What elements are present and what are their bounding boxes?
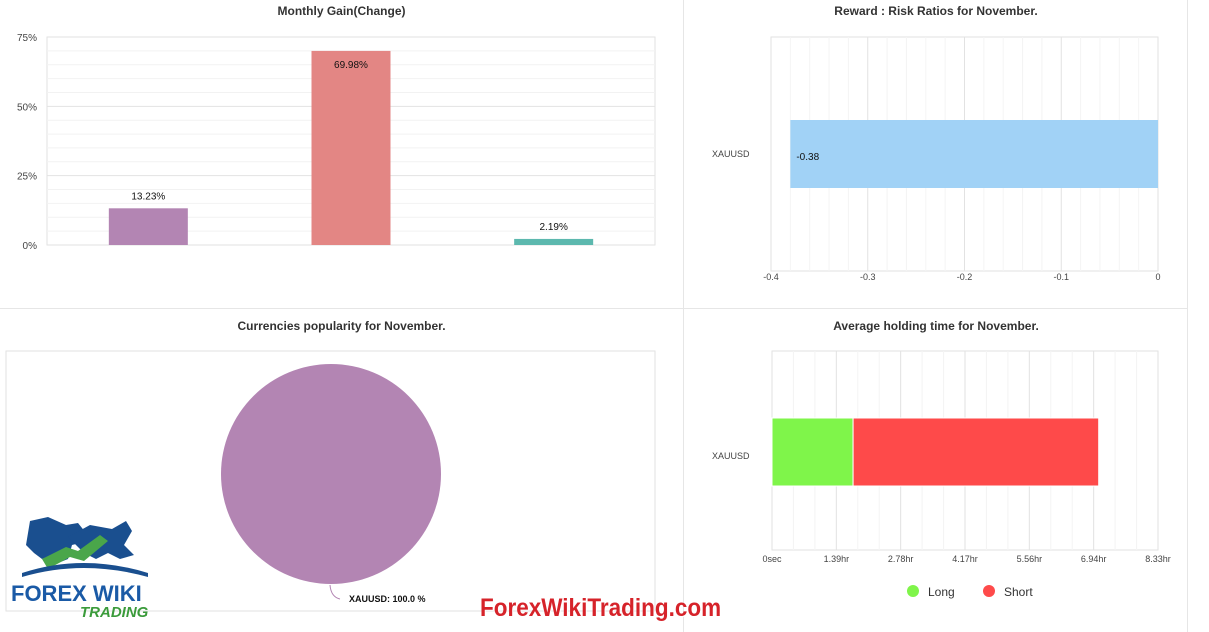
y-tick-label: 25% bbox=[17, 172, 37, 183]
chart-title: Average holding time for November. bbox=[833, 319, 1039, 333]
chart-title: Monthly Gain(Change) bbox=[277, 4, 406, 18]
x-tick-label: 0 bbox=[1155, 272, 1160, 282]
currencies-panel: Currencies popularity for November. XAUU… bbox=[0, 309, 683, 632]
watermark-text: ForexWikiTrading.com bbox=[480, 594, 722, 622]
data-label: 2.19% bbox=[539, 222, 567, 233]
reward-risk-chart: -0.4 -0.3 -0.2 -0.1 0 XAUUSD -0.38 bbox=[712, 36, 1161, 282]
legend-marker bbox=[907, 585, 919, 597]
bar-short bbox=[852, 417, 1100, 487]
legend-label: Short bbox=[1004, 585, 1033, 599]
bar bbox=[790, 120, 1158, 188]
currencies-pie-chart: XAUUSD: 100.0 % bbox=[5, 350, 656, 612]
bull-bear-logo-icon bbox=[22, 517, 148, 577]
slice-label: XAUUSD: 100.0 % bbox=[349, 594, 426, 604]
vertical-divider bbox=[683, 0, 684, 632]
data-label: 13.23% bbox=[131, 191, 165, 202]
data-label: -0.38 bbox=[796, 152, 819, 163]
x-tick-label: -0.4 bbox=[763, 272, 779, 282]
x-tick-label: -0.3 bbox=[860, 272, 876, 282]
holding-time-panel: Average holding time for November. 0sec 1… bbox=[684, 309, 1188, 632]
bar bbox=[514, 238, 594, 245]
x-tick-label: 4.17hr bbox=[952, 554, 978, 564]
leader-line bbox=[329, 584, 341, 600]
bar-long bbox=[771, 417, 854, 487]
monthly-gain-panel: Monthly Gain(Change) 0% 25% 50% 75% 13.23% 69… bbox=[0, 0, 683, 308]
legend-label: Long bbox=[928, 585, 955, 599]
x-tick-label: 8.33hr bbox=[1145, 554, 1171, 564]
y-tick-label: 50% bbox=[17, 102, 37, 113]
monthly-gain-chart: 0% 25% 50% 75% 13.23% 69.98% 2.19% bbox=[17, 33, 656, 252]
forex-wiki-logo: FOREX WIKI TRADING bbox=[8, 515, 158, 625]
bar bbox=[108, 208, 188, 245]
x-tick-label: 1.39hr bbox=[824, 554, 850, 564]
chart-title: Reward : Risk Ratios for November. bbox=[834, 4, 1038, 18]
bar bbox=[311, 50, 391, 245]
x-tick-label: 0sec bbox=[762, 554, 782, 564]
category-label: XAUUSD bbox=[712, 149, 750, 159]
x-tick-label: -0.1 bbox=[1053, 272, 1069, 282]
pie-slice bbox=[221, 364, 441, 584]
x-tick-label: -0.2 bbox=[957, 272, 973, 282]
chart-title: Currencies popularity for November. bbox=[237, 319, 446, 333]
right-edge-divider bbox=[1187, 0, 1188, 632]
horizontal-divider bbox=[0, 308, 1188, 309]
x-tick-label: 2.78hr bbox=[888, 554, 914, 564]
holding-time-chart: 0sec 1.39hr 2.78hr 4.17hr 5.56hr 6.94hr 8.33hr… bbox=[712, 350, 1171, 599]
data-label: 69.98% bbox=[334, 60, 368, 71]
y-tick-label: 75% bbox=[17, 33, 37, 44]
category-label: XAUUSD bbox=[712, 451, 750, 461]
x-tick-label: 6.94hr bbox=[1081, 554, 1107, 564]
reward-risk-panel: Reward : Risk Ratios for November. -0.4-… bbox=[684, 0, 1188, 308]
logo-text-forex: FOREX WIKI bbox=[11, 581, 142, 606]
plot-area bbox=[5, 350, 656, 612]
logo-text-trading: TRADING bbox=[80, 604, 149, 621]
y-tick-label: 0% bbox=[23, 241, 38, 252]
x-tick-label: 5.56hr bbox=[1017, 554, 1043, 564]
legend-marker bbox=[983, 585, 995, 597]
